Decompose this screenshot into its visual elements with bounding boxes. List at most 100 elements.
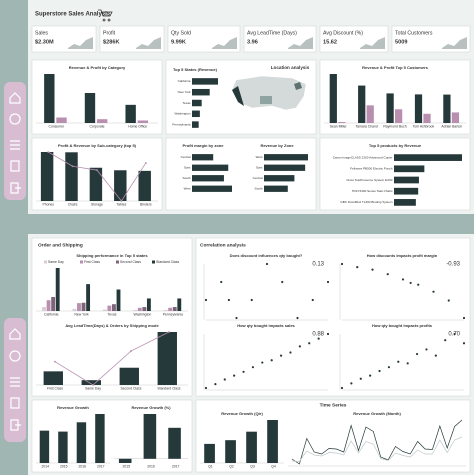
x-tick-label: Tamara Chand	[355, 124, 377, 128]
x-tick-label: 2017	[97, 464, 105, 468]
line-point	[92, 384, 94, 386]
info-icon[interactable]	[10, 160, 20, 172]
scatter-point	[308, 342, 311, 345]
bar	[394, 187, 419, 195]
bar	[137, 307, 142, 311]
bar	[81, 302, 86, 311]
scatter-point	[401, 278, 405, 281]
scatter-point	[387, 366, 391, 369]
line-point	[96, 169, 98, 172]
x-tick-label: Pennsylvania	[163, 312, 183, 316]
bar	[204, 443, 215, 463]
bar	[267, 420, 278, 463]
filter-icon[interactable]	[10, 377, 20, 387]
chart-title: Profit margin by zone	[183, 143, 225, 148]
bar	[329, 74, 337, 123]
bar	[114, 170, 127, 201]
legend-swatch	[116, 260, 119, 264]
home-icon[interactable]	[9, 92, 21, 104]
scatter-point	[214, 383, 217, 386]
x-tick-label: Binders	[140, 202, 152, 206]
bar	[192, 78, 218, 85]
bar	[264, 164, 306, 171]
y-tick-label: East	[256, 166, 262, 170]
nav-icons	[9, 92, 21, 431]
scatter-point	[204, 298, 208, 302]
chart-title: Does discount influences qty bought?	[230, 253, 303, 258]
exit-icon[interactable]	[10, 182, 21, 194]
scatter-point	[289, 351, 292, 354]
section-title: Correlation analysis	[200, 242, 246, 248]
bar	[119, 367, 139, 385]
y-tick-label: New York	[178, 90, 191, 94]
scatter-point	[250, 298, 253, 302]
bar	[65, 152, 78, 201]
kpi-card	[167, 25, 241, 53]
kpi-sparkline	[68, 37, 93, 49]
sidebar	[4, 318, 26, 442]
back-icon[interactable]	[9, 350, 21, 362]
scatter-point	[261, 361, 264, 364]
x-tick-label: Texas	[108, 312, 117, 316]
scatter-point	[281, 280, 284, 284]
x-tick-label: New York	[74, 312, 89, 316]
scatter-point	[298, 345, 301, 348]
home-icon[interactable]	[9, 328, 21, 340]
bar	[77, 303, 81, 311]
scatter-point	[270, 359, 273, 362]
scatter-point	[350, 382, 353, 385]
bar	[95, 414, 105, 463]
chart-title: Top 5 products by Revenue	[369, 143, 422, 148]
chart-title: Revenue Growth	[57, 405, 89, 410]
kpi-sparkline	[360, 37, 385, 49]
line-point	[120, 200, 123, 202]
x-tick-label: 2016	[78, 464, 86, 468]
bar	[55, 268, 60, 311]
scatter-point	[371, 268, 374, 271]
map-highlight	[294, 82, 302, 90]
y-tick-label: HON 5400 Series Task Chairs	[352, 189, 393, 193]
scatter-point	[235, 316, 238, 320]
bar	[51, 297, 56, 311]
scatter-point	[447, 299, 450, 302]
line-point	[54, 360, 56, 363]
map-highlight	[260, 96, 272, 104]
kpi-value: 15.62	[323, 39, 337, 45]
bar	[43, 371, 63, 385]
chart-title: Avg LeadTime(Days) & Orders by Shipping …	[65, 323, 159, 328]
bar	[168, 307, 173, 311]
y-tick-label: West	[184, 187, 191, 191]
next-icon[interactable]	[9, 113, 21, 125]
correlation-value: 0.88	[312, 332, 324, 338]
scatter-point	[444, 339, 447, 342]
bar	[414, 94, 423, 123]
kpi-label: Avg LeadTime (Days)	[247, 30, 297, 36]
x-tick-label: Q4	[271, 464, 276, 468]
correlation-value: 0.70	[448, 332, 460, 338]
chart-title: How qty bought impacts profits	[372, 323, 433, 328]
scatter-point	[223, 378, 226, 381]
bar	[177, 298, 182, 311]
y-tick-label: South	[183, 176, 191, 180]
x-tick-label: Same Day	[85, 386, 101, 390]
x-tick-label: Second Class	[121, 386, 142, 390]
y-tick-label: West	[256, 155, 263, 159]
bar	[138, 170, 151, 201]
info-icon[interactable]	[10, 397, 20, 409]
bar	[366, 105, 374, 123]
kpi-value: $2.30M	[35, 39, 54, 45]
bar	[76, 422, 87, 463]
bar	[89, 167, 103, 201]
x-tick-label: Adrian Barton	[441, 124, 462, 128]
kpi-label: Profit	[103, 30, 116, 36]
exit-icon[interactable]	[10, 419, 21, 431]
x-tick-label: Sean Miller	[330, 124, 348, 128]
scatter-point	[242, 370, 245, 373]
scatter-point	[233, 374, 236, 377]
line-point	[71, 165, 74, 168]
bar	[84, 93, 96, 123]
filter-icon[interactable]	[10, 140, 20, 150]
legend-swatch	[152, 260, 155, 264]
x-tick-label: Q1	[208, 464, 213, 468]
y-tick-label: Washington	[175, 112, 191, 116]
